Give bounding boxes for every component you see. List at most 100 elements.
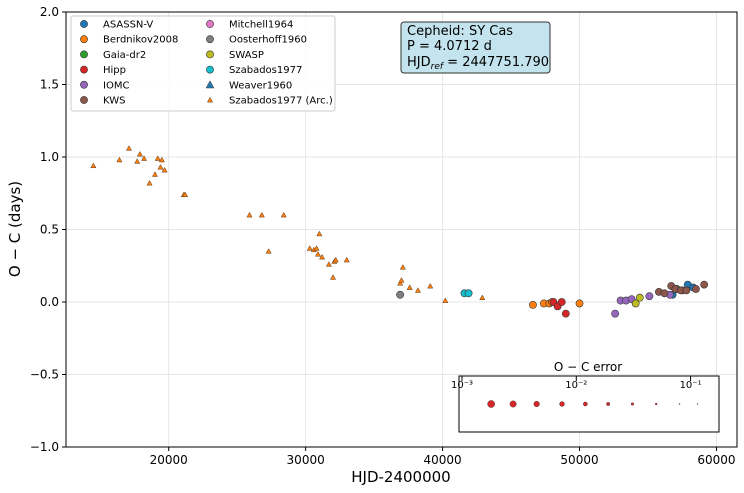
- x-tick-label: 50000: [560, 453, 598, 467]
- legend-label-asassn-v: ASASSN-V: [103, 20, 153, 31]
- legend-marker-kws: [80, 96, 88, 104]
- y-tick-label: 1.5: [40, 78, 59, 92]
- inset-error-dot: [559, 401, 565, 407]
- legend-marker-hipp: [80, 65, 88, 74]
- info-hjd-value: = 2447751.790: [443, 55, 549, 70]
- legend: ASASSN-V Berdnikov2008 Gaia-dr2 Hipp IOMC KWS…: [70, 15, 336, 112]
- grid-lines: [66, 11, 737, 448]
- point-szabados1977-arc: [399, 264, 406, 270]
- info-box: Cepheid: SY Cas P = 4.0712 d HJDref = 24…: [400, 21, 551, 74]
- inset-error-dot: [509, 400, 517, 408]
- error-scale-inset: O − C error 10⁻³ 10⁻² 10⁻¹: [451, 360, 720, 433]
- legend-label-weaver1960: Weaver1960: [229, 80, 292, 91]
- legend-label-szabados1977-arc: Szabados1977 (Arc.): [229, 96, 333, 107]
- inset-error-dot: [630, 402, 634, 406]
- point-szabados1977-arc: [90, 162, 97, 169]
- info-hjd-prefix: HJD: [407, 55, 431, 70]
- legend-label-swasp: SWASP: [229, 50, 264, 61]
- legend-label-mitchell1964: Mitchell1964: [229, 20, 293, 31]
- x-tick-label: 30000: [287, 453, 325, 467]
- point-szabados1977-arc: [125, 145, 133, 151]
- point-oosterhoff1960: [396, 290, 405, 299]
- info-star-line: Cepheid: SY Cas: [407, 24, 513, 39]
- point-szabados1977-arc: [151, 171, 159, 177]
- y-tick-label: 0.0: [40, 295, 59, 309]
- point-szabados1977-arc: [146, 179, 153, 186]
- point-szabados1977-arc: [182, 191, 189, 198]
- y-tick-label: 2.0: [40, 5, 59, 19]
- point-szabados1977-arc: [313, 245, 320, 251]
- x-tick-label: 40000: [423, 453, 461, 467]
- legend-label-gaia-dr2: Gaia-dr2: [103, 50, 146, 61]
- x-tick-label: 60000: [697, 453, 735, 467]
- point-kws: [682, 286, 691, 295]
- point-szabados1977-arc: [116, 156, 123, 163]
- y-tick-label: 0.5: [40, 223, 59, 237]
- legend-marker-asassn-v: [80, 20, 88, 28]
- point-szabados1977-arc: [158, 156, 165, 163]
- point-szabados1977-arc: [157, 164, 164, 170]
- legend-marker-szabados1977: [206, 65, 214, 74]
- legend-label-hipp: Hipp: [103, 65, 126, 76]
- point-berdnikov2008: [529, 300, 537, 309]
- point-swasp: [635, 293, 644, 302]
- info-hjd-sub: ref: [431, 62, 445, 72]
- point-szabados1977-arc: [136, 150, 143, 157]
- legend-label-oosterhoff1960: Oosterhoff1960: [229, 35, 307, 46]
- inset-tick-label: 10⁻¹: [680, 380, 702, 391]
- point-szabados1977-arc: [427, 282, 434, 289]
- legend-label-kws: KWS: [103, 96, 125, 107]
- point-szabados1977-arc: [246, 211, 253, 218]
- point-szabados1977-arc: [154, 155, 161, 161]
- legend-marker-oosterhoff1960: [206, 35, 214, 44]
- point-szabados1977-arc: [134, 158, 141, 164]
- point-szabados1977-arc: [280, 211, 287, 218]
- legend-marker-mitchell1964: [206, 20, 214, 28]
- legend-marker-gaia-dr2: [80, 50, 88, 59]
- inset-error-dot: [678, 403, 681, 405]
- point-hipp: [561, 309, 570, 318]
- inset-error-dot: [583, 401, 588, 407]
- point-szabados1977-arc: [397, 280, 404, 286]
- inset-error-dot: [606, 402, 611, 406]
- inset-error-dot: [487, 400, 495, 408]
- point-szabados1977-arc: [332, 256, 339, 263]
- point-szabados1977-arc: [141, 155, 148, 161]
- inset-tick-label: 10⁻²: [565, 380, 587, 391]
- point-szabados1977-arc: [306, 245, 313, 251]
- point-szabados1977-arc: [479, 294, 486, 300]
- y-tick-label: 1.0: [40, 150, 59, 164]
- inset-error-dot: [533, 400, 540, 408]
- legend-marker-weaver1960: [205, 80, 215, 89]
- point-szabados1977-arc: [316, 230, 323, 237]
- point-kws: [700, 280, 709, 289]
- point-szabados1977-arc: [442, 297, 449, 303]
- y-axis-label: O − C (days): [6, 181, 24, 277]
- point-kws: [692, 285, 700, 293]
- inset-error-dot: [655, 402, 658, 406]
- info-period-line: P = 4.0712 d: [407, 39, 492, 54]
- point-hipp: [557, 298, 566, 306]
- inset-tick-label: 10⁻³: [451, 380, 473, 391]
- point-szabados1977-arc: [330, 274, 337, 280]
- data-points: [90, 145, 709, 318]
- point-szabados1977-arc: [314, 251, 321, 257]
- y-tick-label: −0.5: [30, 368, 59, 382]
- point-szabados1977-arc: [414, 287, 421, 293]
- legend-marker-berdnikov2008: [80, 35, 88, 44]
- point-szabados1977: [464, 289, 473, 298]
- point-szabados1977-arc: [258, 211, 265, 218]
- info-hjd-ref-line: HJDref = 2447751.790: [407, 55, 549, 72]
- point-iomc: [645, 292, 654, 301]
- x-tick-label: 20000: [150, 453, 188, 467]
- point-szabados1977-arc: [325, 261, 332, 267]
- point-kws: [660, 289, 669, 298]
- point-szabados1977-arc: [343, 256, 350, 263]
- point-szabados1977-arc: [265, 248, 272, 254]
- point-szabados1977-arc: [319, 253, 326, 260]
- legend-label-berdnikov2008: Berdnikov2008: [103, 35, 178, 46]
- legend-label-iomc: IOMC: [103, 80, 129, 91]
- inset-title: O − C error: [554, 360, 622, 374]
- axis-ticks: 20000 30000 40000 50000 60000 −1.0 −0.5 0.0 0.5 1…: [30, 5, 736, 467]
